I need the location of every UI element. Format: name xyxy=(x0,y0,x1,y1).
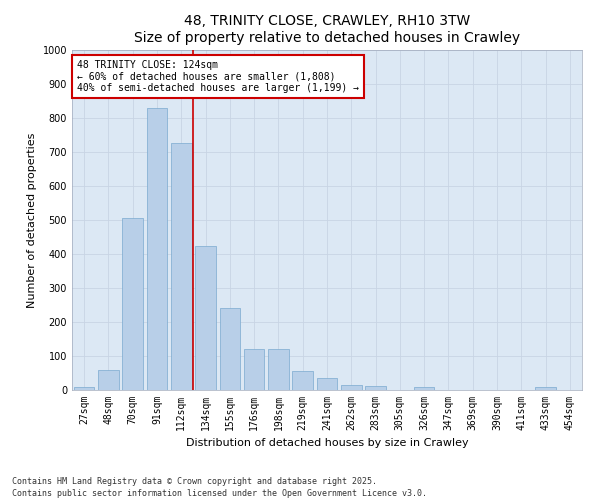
Bar xyxy=(74,386,94,390)
Bar xyxy=(292,370,313,390)
Bar xyxy=(341,385,362,390)
X-axis label: Distribution of detached houses by size in Crawley: Distribution of detached houses by size … xyxy=(185,438,469,448)
Y-axis label: Number of detached properties: Number of detached properties xyxy=(27,132,37,308)
Bar xyxy=(317,378,337,390)
Bar xyxy=(220,308,240,390)
Bar xyxy=(195,246,216,390)
Bar xyxy=(414,386,434,390)
Bar xyxy=(244,349,265,390)
Bar xyxy=(535,386,556,390)
Bar xyxy=(146,108,167,390)
Text: Contains HM Land Registry data © Crown copyright and database right 2025.
Contai: Contains HM Land Registry data © Crown c… xyxy=(12,476,427,498)
Text: 48 TRINITY CLOSE: 124sqm
← 60% of detached houses are smaller (1,808)
40% of sem: 48 TRINITY CLOSE: 124sqm ← 60% of detach… xyxy=(77,60,359,94)
Bar xyxy=(98,370,119,390)
Bar xyxy=(268,349,289,390)
Bar xyxy=(171,144,191,390)
Bar xyxy=(365,386,386,390)
Title: 48, TRINITY CLOSE, CRAWLEY, RH10 3TW
Size of property relative to detached house: 48, TRINITY CLOSE, CRAWLEY, RH10 3TW Siz… xyxy=(134,14,520,44)
Bar xyxy=(122,218,143,390)
